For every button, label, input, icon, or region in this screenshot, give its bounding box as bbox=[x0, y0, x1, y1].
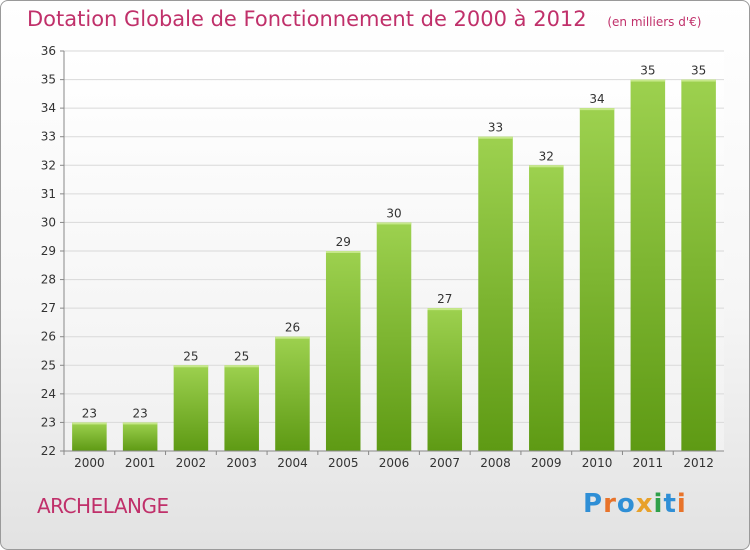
x-tick-label: 2004 bbox=[277, 456, 308, 470]
data-label: 29 bbox=[336, 235, 351, 249]
bar-top-highlight bbox=[325, 251, 361, 253]
y-tick-label: 28 bbox=[41, 273, 56, 287]
x-tick-label: 2003 bbox=[226, 456, 257, 470]
bar-top-highlight bbox=[122, 422, 158, 425]
x-tick-label: 2011 bbox=[633, 456, 664, 470]
y-tick-label: 24 bbox=[41, 387, 56, 401]
bar-2011 bbox=[630, 79, 666, 452]
data-label: 34 bbox=[589, 92, 604, 106]
bar-top-highlight bbox=[275, 336, 310, 339]
y-tick-label: 34 bbox=[41, 101, 56, 115]
bar-2001 bbox=[122, 422, 158, 451]
bar-2008 bbox=[478, 136, 513, 451]
bar-2007 bbox=[427, 308, 463, 451]
logo-letter: o bbox=[616, 489, 636, 519]
data-label: 27 bbox=[437, 292, 452, 306]
chart-title: Dotation Globale de Fonctionnement de 20… bbox=[27, 7, 701, 31]
bar-top-highlight bbox=[376, 222, 412, 225]
bar-top-highlight bbox=[224, 365, 259, 368]
logo-letter: x bbox=[635, 489, 654, 519]
x-tick-label: 2008 bbox=[480, 456, 511, 470]
data-label: 25 bbox=[183, 349, 198, 363]
chart-title-text: Dotation Globale de Fonctionnement de 20… bbox=[27, 7, 587, 31]
logo-letter: r bbox=[603, 489, 617, 519]
bar-2012 bbox=[681, 79, 716, 452]
y-tick-label: 36 bbox=[41, 44, 56, 58]
chart-unit: (en milliers d'€) bbox=[607, 15, 702, 29]
data-label: 25 bbox=[234, 349, 249, 363]
x-tick-label: 2006 bbox=[379, 456, 410, 470]
bar-top-highlight bbox=[173, 365, 209, 368]
commune-name: ARCHELANGE bbox=[37, 494, 169, 518]
bar-top-highlight bbox=[529, 165, 564, 168]
y-tick-label: 27 bbox=[41, 301, 56, 315]
data-label: 23 bbox=[133, 406, 148, 420]
bar-top-highlight bbox=[478, 136, 513, 139]
data-label: 30 bbox=[386, 206, 401, 220]
data-label: 35 bbox=[691, 64, 706, 78]
y-tick-label: 32 bbox=[41, 158, 56, 172]
proxiti-logo: Proxiti bbox=[583, 489, 687, 519]
bar-top-highlight bbox=[630, 79, 666, 82]
bar-2002 bbox=[173, 365, 209, 451]
bar-top-highlight bbox=[427, 308, 463, 311]
logo-letter: i bbox=[676, 489, 687, 519]
y-tick-label: 30 bbox=[41, 215, 56, 229]
y-tick-label: 23 bbox=[41, 415, 56, 429]
y-tick-label: 22 bbox=[41, 444, 56, 458]
x-tick-label: 2007 bbox=[429, 456, 460, 470]
bar-2004 bbox=[275, 336, 310, 451]
y-tick-label: 35 bbox=[41, 73, 56, 87]
bar-2005 bbox=[325, 251, 361, 451]
x-tick-label: 2000 bbox=[74, 456, 105, 470]
logo-letter: i bbox=[653, 489, 664, 519]
logo-letter: t bbox=[663, 489, 677, 519]
y-tick-label: 33 bbox=[41, 130, 56, 144]
y-tick-label: 25 bbox=[41, 358, 56, 372]
x-tick-label: 2002 bbox=[176, 456, 207, 470]
data-label: 26 bbox=[285, 321, 300, 335]
bar-2006 bbox=[376, 222, 412, 451]
bar-2000 bbox=[72, 422, 107, 451]
data-label: 33 bbox=[488, 121, 503, 135]
bar-top-highlight bbox=[579, 108, 615, 111]
bar-2010 bbox=[579, 108, 615, 452]
data-label: 35 bbox=[640, 64, 655, 78]
data-label: 23 bbox=[82, 406, 97, 420]
x-tick-label: 2012 bbox=[683, 456, 714, 470]
logo-letter: P bbox=[583, 489, 604, 519]
y-tick-label: 29 bbox=[41, 244, 56, 258]
x-tick-label: 2001 bbox=[125, 456, 156, 470]
bar-top-highlight bbox=[681, 79, 716, 82]
x-tick-label: 2010 bbox=[582, 456, 613, 470]
x-tick-label: 2005 bbox=[328, 456, 359, 470]
bar-2009 bbox=[529, 165, 564, 452]
y-tick-label: 31 bbox=[41, 187, 56, 201]
x-tick-label: 2009 bbox=[531, 456, 562, 470]
y-tick-label: 26 bbox=[41, 330, 56, 344]
bar-2003 bbox=[224, 365, 259, 451]
bar-top-highlight bbox=[72, 422, 107, 425]
data-label: 32 bbox=[539, 149, 554, 163]
